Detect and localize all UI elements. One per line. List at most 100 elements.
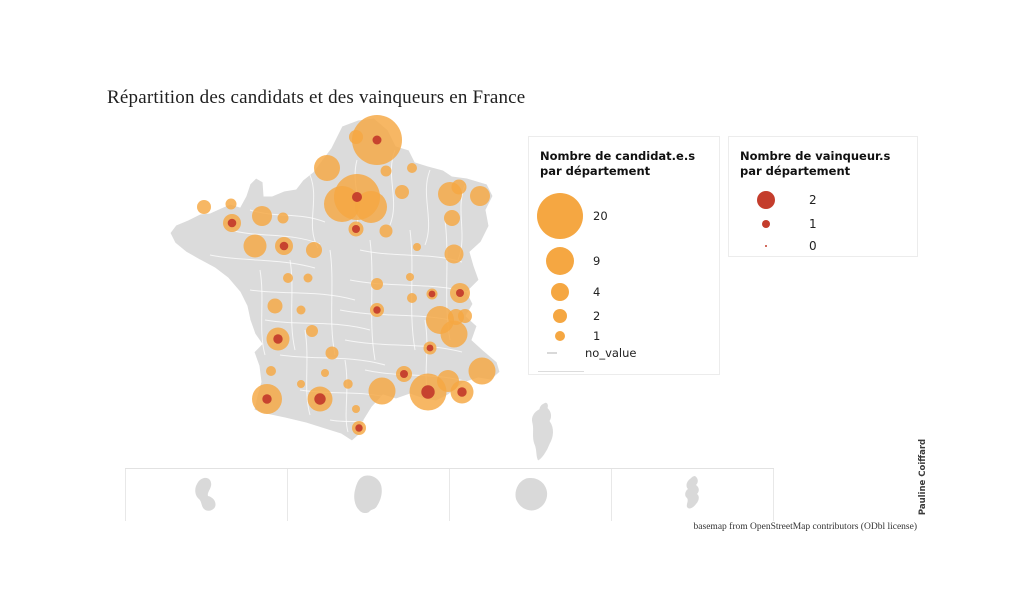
legend-row: 1 [737,213,917,235]
candidate-bubble [444,244,464,264]
guyane-shape [353,475,382,514]
legend-row-no-value: no_value [529,345,719,361]
winner-dot [262,394,272,404]
candidate-bubble [303,273,313,283]
candidate-bubble [225,198,237,210]
legend-row: 2 [537,305,719,327]
legend-symbol [737,219,795,228]
candidate-bubble [314,155,340,181]
legend-candidates-title: Nombre de candidat.e.s par département [540,149,696,178]
winner-dot [400,370,408,378]
candidate-bubble [283,273,293,283]
legend-symbol [537,330,583,341]
candidate-bubble [444,210,460,226]
winner-dot [352,225,360,233]
bubble-layer [197,115,496,435]
winner-dot [279,241,289,251]
inset-guyane [287,469,449,521]
winner-dot [426,344,434,352]
candidate-bubble [468,357,496,385]
candidate-bubble [243,234,267,258]
winner-dot [421,385,435,399]
candidate-bubble [470,186,490,206]
legend-row: 9 [537,243,719,279]
candidate-bubble [379,224,393,238]
legend-symbol [737,244,795,248]
candidate-bubble [407,293,417,303]
winner-dot [457,387,467,397]
winner-dot [373,306,381,314]
basemap-credit: basemap from OpenStreetMap contributors … [693,522,917,532]
candidate-bubble [380,165,392,177]
legend-symbol [537,192,583,239]
winner-dot [428,290,436,298]
legend-winners: Nombre de vainqueur.s par département 2 1… [728,136,918,257]
legend-symbol [537,246,583,275]
author-credit: Pauline Coiffard [918,438,928,516]
legend-candidates: Nombre de candidat.e.s par département 2… [528,136,720,375]
candidate-bubble [371,278,383,290]
winner-dot [456,289,464,297]
candidate-bubble [458,309,472,323]
winner-dot [273,334,283,344]
candidate-bubble [266,366,276,376]
legend-value-label: 1 [593,328,601,343]
page-title: Répartition des candidats et des vainque… [107,87,526,108]
candidate-bubble [395,185,409,199]
candidate-bubble [297,380,305,388]
inset-martinique [125,469,287,521]
candidate-bubble [440,320,468,348]
legend-row: 1 [537,327,719,345]
winner-dot [355,424,363,432]
candidate-bubble [407,163,417,173]
candidate-bubble [267,298,283,314]
legend-value-label: 2 [593,308,601,323]
candidate-bubble [406,273,414,281]
candidate-bubble [368,377,396,405]
legend-value-label: 4 [593,284,601,299]
france-outline [169,117,501,442]
legend-symbol [737,190,795,209]
winner-dot [314,393,326,405]
winner-layer [227,135,467,432]
legend-row: 4 [537,279,719,305]
legend-symbol [537,282,583,301]
candidate-bubble [343,379,353,389]
candidate-bubble [252,206,272,226]
martinique-shape [194,477,216,511]
winner-dot [372,135,382,145]
legend-value-label: 1 [809,216,817,231]
reunion-shape [514,478,547,511]
candidate-bubble [349,130,363,144]
candidate-bubble [352,405,360,413]
legend-value-label: 20 [593,208,608,223]
legend-row: 20 [537,189,719,243]
candidate-bubble [325,346,339,360]
inset-reunion [449,469,611,521]
candidate-bubble [451,179,467,195]
no-value-label: no_value [585,345,637,360]
candidate-bubble [321,369,329,377]
candidate-bubble [197,200,211,214]
candidates-legend-rows: 20 9 4 2 1 [529,179,719,345]
legend-symbol [537,308,583,323]
overseas-insets [125,468,774,521]
legend-value-label: 9 [593,253,601,268]
corsica-outline [531,401,554,462]
candidate-bubble [296,305,306,315]
candidate-bubble [413,243,421,251]
legend-value-label: 0 [809,238,817,253]
legend-winners-title: Nombre de vainqueur.s par département [740,149,891,178]
legend-row: 2 [737,187,917,213]
no-value-symbol [529,351,575,354]
inset-mayotte [611,469,774,521]
winners-legend-rows: 2 1 0 [729,179,917,257]
candidate-bubble [277,212,289,224]
legend-divider [538,370,584,372]
winner-dot [227,218,237,228]
legend-row: 0 [737,235,917,257]
candidate-bubble [306,242,322,258]
legend-value-label: 2 [809,192,817,207]
